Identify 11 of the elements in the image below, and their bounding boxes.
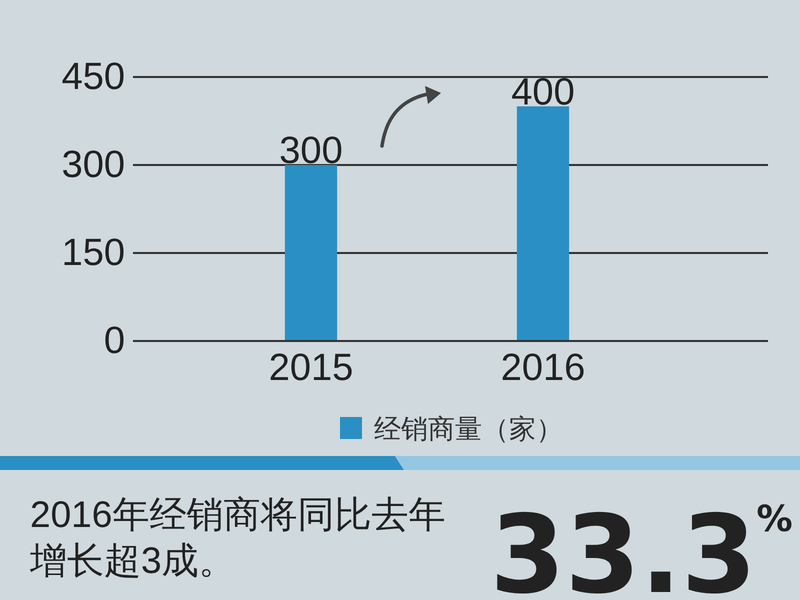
data-label: 300 xyxy=(279,130,343,172)
x-tick-label: 2015 xyxy=(268,346,354,389)
data-label: 400 xyxy=(511,71,575,114)
legend-label: 经销商量（家） xyxy=(374,414,563,444)
text: 2016年经销商将同比去年增长超3成。 xyxy=(30,493,446,583)
y-tick-label: 300 xyxy=(62,144,125,186)
y-tick-label: 450 xyxy=(62,56,125,98)
y-tick-label: 150 xyxy=(62,232,125,274)
text: 33.3$^{%}$ xyxy=(490,493,793,600)
y-tick-label: 0 xyxy=(104,320,125,362)
x-tick-label: 2016 xyxy=(500,346,586,389)
